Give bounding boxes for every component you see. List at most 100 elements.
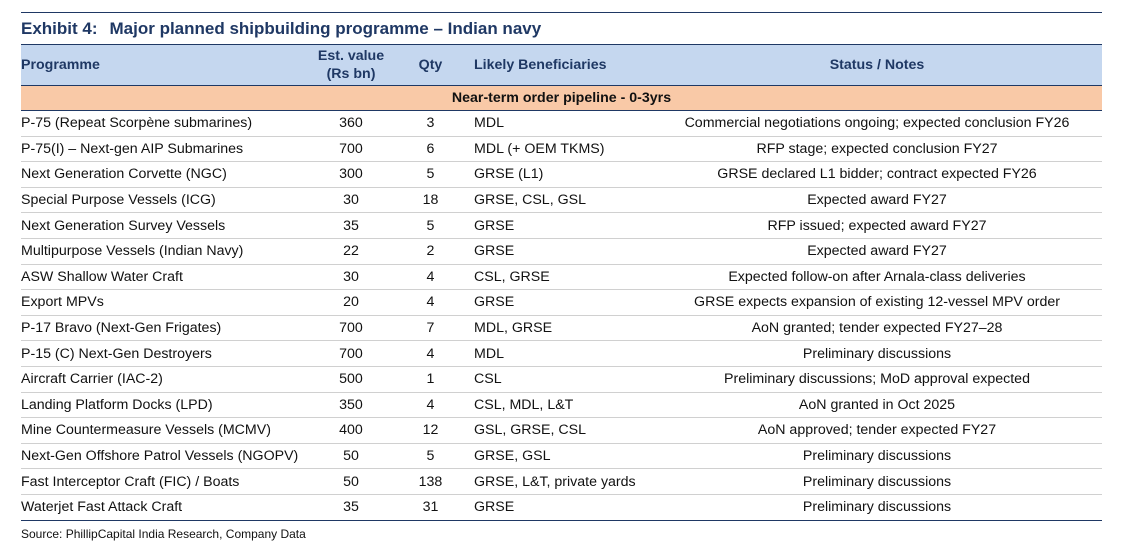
cell-status: Expected award FY27 xyxy=(652,187,1102,214)
cell-status: RFP stage; expected conclusion FY27 xyxy=(652,136,1102,163)
cell-beneficiaries: MDL (+ OEM TKMS) xyxy=(465,136,652,163)
cell-programme: Aircraft Carrier (IAC-2) xyxy=(21,366,306,393)
cell-status: AoN granted; tender expected FY27–28 xyxy=(652,315,1102,342)
cell-est-value: 350 xyxy=(306,392,396,419)
table-row: Next-Gen Offshore Patrol Vessels (NGOPV)… xyxy=(21,443,1102,470)
cell-beneficiaries: MDL xyxy=(465,110,652,137)
cell-beneficiaries: GRSE xyxy=(465,212,652,239)
cell-beneficiaries: GRSE, CSL, GSL xyxy=(465,187,652,214)
cell-status: Preliminary discussions; MoD approval ex… xyxy=(652,366,1102,393)
section-label: Near-term order pipeline - 0-3yrs xyxy=(21,85,1102,111)
cell-beneficiaries: GRSE, L&T, private yards xyxy=(465,468,652,495)
cell-est-value: 700 xyxy=(306,136,396,163)
table-row: P-75(I) – Next-gen AIP Submarines 700 6 MDL… xyxy=(21,136,1102,163)
cell-programme: Multipurpose Vessels (Indian Navy) xyxy=(21,238,306,265)
cell-programme: P-75(I) – Next-gen AIP Submarines xyxy=(21,136,306,163)
cell-programme: P-75 (Repeat Scorpène submarines) xyxy=(21,110,306,137)
cell-est-value: 360 xyxy=(306,110,396,137)
cell-beneficiaries: CSL xyxy=(465,366,652,393)
cell-beneficiaries: GRSE xyxy=(465,494,652,521)
cell-programme: P-17 Bravo (Next-Gen Frigates) xyxy=(21,315,306,342)
cell-qty: 5 xyxy=(396,212,465,239)
cell-qty: 7 xyxy=(396,315,465,342)
header-row: Programme Est. value (Rs bn) Qty Likely … xyxy=(21,44,1102,86)
cell-est-value: 20 xyxy=(306,289,396,316)
cell-status: Expected follow-on after Arnala-class de… xyxy=(652,264,1102,291)
table-row: Fast Interceptor Craft (FIC) / Boats 50 13… xyxy=(21,468,1102,495)
cell-beneficiaries: MDL, GRSE xyxy=(465,315,652,342)
table-row: Export MPVs 20 4 GRSE GRSE expects expansion… xyxy=(21,289,1102,316)
cell-beneficiaries: GRSE, GSL xyxy=(465,443,652,470)
cell-qty: 3 xyxy=(396,110,465,137)
header-beneficiaries: Likely Beneficiaries xyxy=(465,44,652,86)
table-row: Next Generation Survey Vessels 35 5 GRSE RFP… xyxy=(21,212,1102,239)
exhibit-container: Exhibit 4: Major planned shipbuilding pro… xyxy=(21,12,1102,541)
cell-qty: 4 xyxy=(396,264,465,291)
table-row: Landing Platform Docks (LPD) 350 4 CSL, MDL… xyxy=(21,392,1102,419)
cell-est-value: 700 xyxy=(306,340,396,367)
cell-programme: Next-Gen Offshore Patrol Vessels (NGOPV) xyxy=(21,443,306,470)
cell-est-value: 300 xyxy=(306,161,396,188)
cell-beneficiaries: MDL xyxy=(465,340,652,367)
cell-qty: 4 xyxy=(396,392,465,419)
cell-est-value: 30 xyxy=(306,264,396,291)
cell-status: GRSE declared L1 bidder; contract expect… xyxy=(652,161,1102,188)
cell-programme: Next Generation Survey Vessels xyxy=(21,212,306,239)
cell-programme: Landing Platform Docks (LPD) xyxy=(21,392,306,419)
cell-est-value: 400 xyxy=(306,417,396,444)
cell-beneficiaries: GRSE xyxy=(465,238,652,265)
cell-qty: 6 xyxy=(396,136,465,163)
cell-qty: 31 xyxy=(396,494,465,521)
cell-beneficiaries: GRSE xyxy=(465,289,652,316)
cell-qty: 4 xyxy=(396,340,465,367)
cell-programme: ASW Shallow Water Craft xyxy=(21,264,306,291)
top-rule xyxy=(21,12,1102,13)
table-row: Aircraft Carrier (IAC-2) 500 1 CSL Prelimina… xyxy=(21,366,1102,393)
cell-qty: 18 xyxy=(396,187,465,214)
section-row: Near-term order pipeline - 0-3yrs xyxy=(21,85,1102,111)
exhibit-title: Exhibit 4: Major planned shipbuilding pro… xyxy=(21,14,1102,44)
cell-qty: 138 xyxy=(396,468,465,495)
source-note: Source: PhillipCapital India Research, C… xyxy=(21,526,306,541)
cell-programme: Special Purpose Vessels (ICG) xyxy=(21,187,306,214)
cell-status: AoN granted in Oct 2025 xyxy=(652,392,1102,419)
cell-status: RFP issued; expected award FY27 xyxy=(652,212,1102,239)
cell-est-value: 700 xyxy=(306,315,396,342)
table-row: ASW Shallow Water Craft 30 4 CSL, GRSE Expec… xyxy=(21,264,1102,291)
cell-status: Expected award FY27 xyxy=(652,238,1102,265)
exhibit-title-text: Major planned shipbuilding programme – I… xyxy=(109,19,542,38)
cell-programme: Next Generation Corvette (NGC) xyxy=(21,161,306,188)
cell-programme: P-15 (C) Next-Gen Destroyers xyxy=(21,340,306,367)
cell-status: Commercial negotiations ongoing; expecte… xyxy=(652,110,1102,137)
cell-status: Preliminary discussions xyxy=(652,494,1102,521)
cell-qty: 12 xyxy=(396,417,465,444)
shipbuilding-table: Programme Est. value (Rs bn) Qty Likely … xyxy=(21,44,1102,521)
table-row: P-17 Bravo (Next-Gen Frigates) 700 7 MDL, G… xyxy=(21,315,1102,342)
cell-beneficiaries: GSL, GRSE, CSL xyxy=(465,417,652,444)
table-row: Multipurpose Vessels (Indian Navy) 22 2 GRS… xyxy=(21,238,1102,265)
cell-status: GRSE expects expansion of existing 12-ve… xyxy=(652,289,1102,316)
header-programme: Programme xyxy=(21,44,306,86)
cell-est-value: 30 xyxy=(306,187,396,214)
table-row: Next Generation Corvette (NGC) 300 5 GRSE (… xyxy=(21,161,1102,188)
cell-qty: 5 xyxy=(396,443,465,470)
table-row: P-15 (C) Next-Gen Destroyers 700 4 MDL Preli… xyxy=(21,340,1102,367)
cell-status: Preliminary discussions xyxy=(652,340,1102,367)
cell-est-value: 50 xyxy=(306,468,396,495)
cell-beneficiaries: CSL, MDL, L&T xyxy=(465,392,652,419)
cell-est-value: 35 xyxy=(306,212,396,239)
table-row: Waterjet Fast Attack Craft 35 31 GRSE Prelim… xyxy=(21,494,1102,521)
header-qty: Qty xyxy=(396,44,465,86)
table-row: Special Purpose Vessels (ICG) 30 18 GRSE, C… xyxy=(21,187,1102,214)
table-row: Mine Countermeasure Vessels (MCMV) 400 12 G… xyxy=(21,417,1102,444)
cell-est-value: 35 xyxy=(306,494,396,521)
header-value-line2: (Rs bn) xyxy=(326,66,376,82)
cell-est-value: 22 xyxy=(306,238,396,265)
header-status: Status / Notes xyxy=(652,44,1102,86)
cell-programme: Mine Countermeasure Vessels (MCMV) xyxy=(21,417,306,444)
cell-qty: 5 xyxy=(396,161,465,188)
header-est-value: Est. value (Rs bn) xyxy=(306,44,396,86)
header-value-line1: Est. value xyxy=(317,48,385,64)
cell-beneficiaries: CSL, GRSE xyxy=(465,264,652,291)
cell-status: Preliminary discussions xyxy=(652,443,1102,470)
